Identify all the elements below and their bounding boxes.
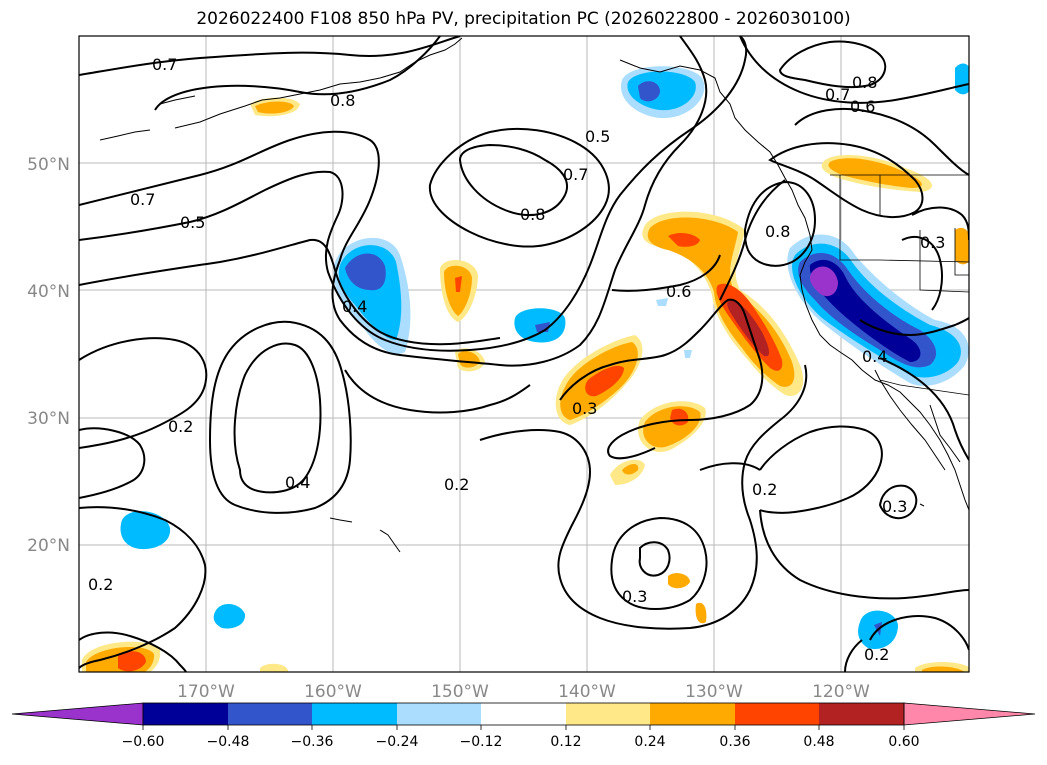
colorbar-segment [819, 703, 904, 725]
contour-label: 0.7 [152, 55, 177, 74]
contour-label: 0.2 [864, 645, 889, 664]
coastlines [99, 37, 969, 553]
colorbar-tick-label: −0.36 [291, 734, 334, 750]
borders [830, 174, 969, 396]
colorbar-tick-label: 0.36 [719, 734, 750, 750]
lon-label: 170°W [177, 682, 235, 702]
contour-label: 0.5 [180, 213, 205, 232]
contour-label: 0.6 [850, 97, 875, 116]
negative-blob-california [787, 234, 969, 386]
lon-label: 120°W [812, 682, 870, 702]
lat-label: 30°N [27, 409, 70, 429]
contour-label: 0.8 [520, 205, 545, 224]
colorbar-segment [650, 703, 735, 725]
contour-label: 0.3 [572, 399, 597, 418]
contour-label: 0.3 [920, 233, 945, 252]
colorbar-extend-max [903, 702, 1036, 726]
colorbar-tick-label: 0.60 [888, 734, 919, 750]
contour-label: 0.8 [852, 73, 877, 92]
contour-label: 0.3 [882, 497, 907, 516]
map-title: 2026022400 F108 850 hPa PV, precipitatio… [196, 9, 851, 29]
contour-label: 0.7 [825, 85, 850, 104]
colorbar-segment [143, 703, 228, 725]
colorbar-tick-label: 0.24 [634, 734, 665, 750]
map-frame [78, 35, 970, 673]
colorbar-tick-label: 0.12 [550, 734, 581, 750]
negative-blob-gulf [620, 66, 705, 119]
colorbar-tick-label: −0.60 [122, 734, 165, 750]
negative-blob-west [333, 237, 411, 354]
colorbar-tick-label: −0.48 [207, 734, 250, 750]
lat-label: 50°N [27, 155, 70, 175]
colorbar-tick-label: −0.24 [376, 734, 419, 750]
contour-label: 0.8 [765, 222, 790, 241]
colorbar-segment [312, 703, 397, 725]
colorbar-segment [397, 703, 481, 725]
lon-label: 140°W [558, 682, 616, 702]
contour-labels: 0.7 0.8 0.5 0.7 0.8 0.8 0.7 0.6 0.7 0.5 … [88, 55, 945, 664]
colorbar-tick-labels: −0.60 −0.48 −0.36 −0.24 −0.12 0.12 0.24 … [122, 734, 920, 750]
lon-label: 150°W [431, 682, 489, 702]
contour-label: 0.7 [130, 190, 155, 209]
colorbar-tick-label: 0.48 [803, 734, 834, 750]
lat-label: 40°N [27, 282, 70, 302]
colorbar-extend-min [11, 702, 144, 726]
contour-label: 0.6 [666, 282, 691, 301]
colorbar-segment [228, 703, 312, 725]
contour-label: 0.4 [285, 473, 310, 492]
contour-label: 0.8 [330, 91, 355, 110]
colorbar-segment [566, 703, 650, 725]
lon-label: 130°W [685, 682, 743, 702]
lon-label: 160°W [304, 682, 362, 702]
precip-shading [82, 63, 969, 672]
contour-label: 0.2 [88, 575, 113, 594]
positive-blob-small [82, 97, 969, 672]
contour-label: 0.3 [622, 587, 647, 606]
contour-label: 0.2 [168, 417, 193, 436]
pv-contours [79, 36, 969, 672]
map-panel: 0.7 0.8 0.5 0.7 0.8 0.8 0.7 0.6 0.7 0.5 … [79, 36, 969, 672]
contour-label: 0.4 [342, 297, 367, 316]
contour-label: 0.2 [752, 480, 777, 499]
contour-label: 0.2 [444, 475, 469, 494]
contour-label: 0.5 [585, 127, 610, 146]
contour-label: 0.4 [862, 347, 887, 366]
lat-label: 20°N [27, 536, 70, 556]
colorbar-tick-label: −0.12 [460, 734, 503, 750]
latitude-labels: 50°N 40°N 30°N 20°N [27, 155, 70, 556]
gridlines [79, 36, 969, 672]
colorbar: −0.60 −0.48 −0.36 −0.24 −0.12 0.12 0.24 … [11, 702, 1036, 750]
colorbar-segment [481, 703, 566, 725]
colorbar-segment [735, 703, 819, 725]
positive-blob-mid [555, 335, 706, 485]
contour-label: 0.7 [563, 165, 588, 184]
longitude-labels: 170°W 160°W 150°W 140°W 130°W 120°W [177, 682, 870, 702]
